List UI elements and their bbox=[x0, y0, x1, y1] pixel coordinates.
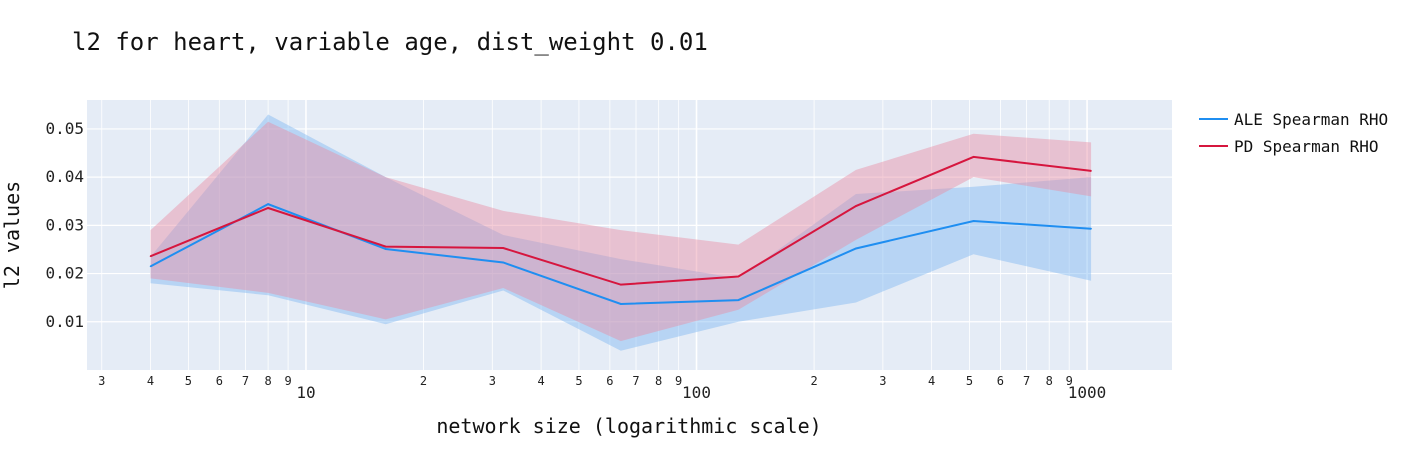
legend-label: ALE Spearman RHO bbox=[1234, 110, 1388, 129]
x-minor-tick-label: 9 bbox=[284, 374, 291, 388]
data-point bbox=[149, 265, 152, 268]
y-tick-label: 0.04 bbox=[45, 167, 84, 186]
x-axis-title: network size (logarithmic scale) bbox=[436, 414, 821, 438]
x-minor-tick-label: 7 bbox=[1023, 374, 1030, 388]
data-point bbox=[855, 205, 857, 207]
data-point bbox=[620, 283, 622, 286]
data-point bbox=[737, 275, 740, 278]
data-point bbox=[855, 247, 857, 250]
x-minor-tick-label: 5 bbox=[966, 374, 973, 388]
series-lines bbox=[149, 155, 1092, 305]
y-axis: 0.01 0.02 0.03 0.04 0.05 bbox=[45, 119, 84, 331]
data-point bbox=[267, 207, 269, 209]
data-point bbox=[1090, 227, 1092, 230]
data-point bbox=[620, 303, 622, 305]
x-major-tick-label: 1000 bbox=[1068, 383, 1107, 402]
x-minor-tick-label: 6 bbox=[216, 374, 223, 388]
x-minor-tick-label: 8 bbox=[655, 374, 662, 388]
band-ale-spearman-rho bbox=[150, 114, 1092, 351]
x-major-tick-label: 10 bbox=[296, 383, 315, 402]
x-major-tick-label: 100 bbox=[682, 383, 711, 402]
data-point bbox=[972, 156, 975, 158]
y-tick-label: 0.02 bbox=[45, 264, 84, 283]
x-minor-tick-label: 8 bbox=[1046, 374, 1053, 388]
data-point bbox=[737, 299, 740, 301]
x-minor-tick-label: 6 bbox=[997, 374, 1004, 388]
data-point bbox=[267, 203, 269, 205]
legend: ALE Spearman RHO PD Spearman RHO bbox=[1199, 110, 1388, 156]
data-point bbox=[502, 247, 505, 249]
data-point bbox=[384, 245, 387, 248]
confidence-bands bbox=[150, 114, 1092, 351]
band-pd-spearman-rho bbox=[150, 121, 1092, 342]
grid bbox=[87, 100, 1172, 370]
y-tick-label: 0.01 bbox=[45, 312, 84, 331]
data-point bbox=[384, 248, 387, 250]
x-minor-tick-label: 8 bbox=[265, 374, 272, 388]
y-axis-title: l2 values bbox=[0, 181, 24, 289]
x-minor-tick-label: 6 bbox=[606, 374, 613, 388]
chart-title: l2 for heart, variable age, dist_weight … bbox=[72, 28, 708, 56]
y-tick-label: 0.05 bbox=[45, 119, 84, 138]
y-tick-label: 0.03 bbox=[45, 215, 84, 234]
x-minor-tick-label: 3 bbox=[879, 374, 886, 388]
data-point bbox=[972, 220, 975, 222]
x-minor-tick-label: 7 bbox=[632, 374, 639, 388]
x-minor-tick-label: 3 bbox=[98, 374, 105, 388]
x-minor-tick-label: 2 bbox=[810, 374, 817, 388]
x-minor-tick-label: 5 bbox=[185, 374, 192, 388]
data-point bbox=[149, 255, 152, 258]
x-minor-tick-label: 9 bbox=[1066, 374, 1073, 388]
x-minor-tick-label: 4 bbox=[928, 374, 935, 388]
legend-label: PD Spearman RHO bbox=[1234, 137, 1379, 156]
data-point bbox=[1090, 170, 1092, 172]
x-minor-tick-label: 2 bbox=[420, 374, 427, 388]
x-minor-tick-label: 5 bbox=[575, 374, 582, 388]
x-minor-tick-label: 4 bbox=[147, 374, 154, 388]
x-minor-tick-label: 9 bbox=[675, 374, 682, 388]
x-axis: 3 4 5 6 7 8 9 2 3 4 5 6 7 8 9 2 3 4 5 6 7 8 910 100 1000 bbox=[98, 374, 1106, 402]
x-minor-tick-label: 7 bbox=[242, 374, 249, 388]
x-minor-tick-label: 4 bbox=[537, 374, 544, 388]
x-minor-tick-label: 3 bbox=[489, 374, 496, 388]
data-point bbox=[502, 261, 505, 264]
